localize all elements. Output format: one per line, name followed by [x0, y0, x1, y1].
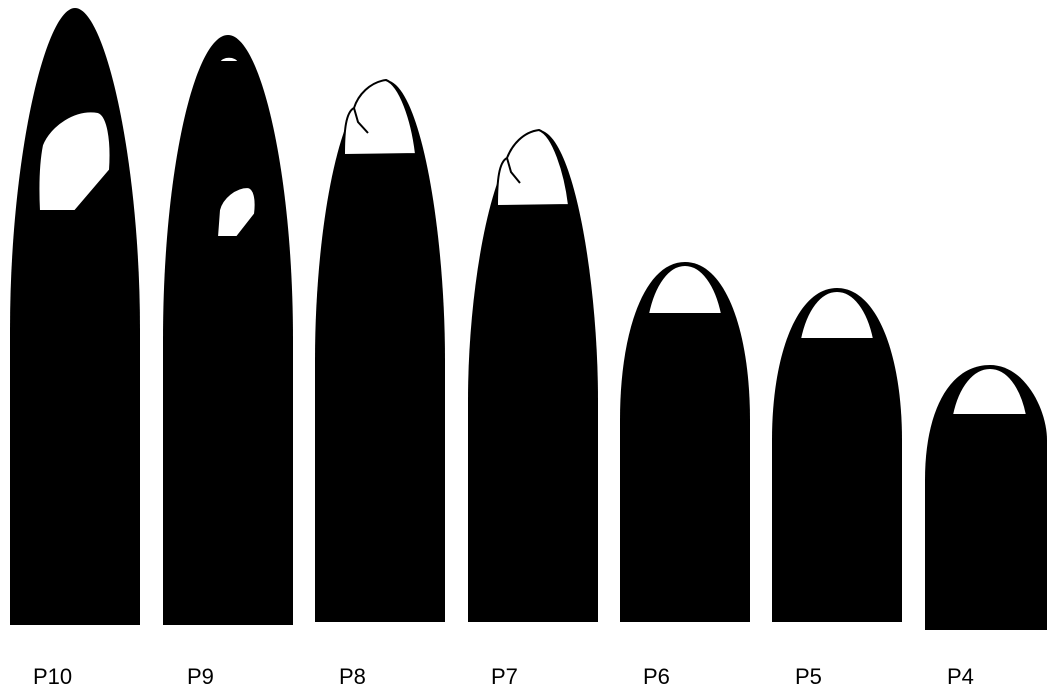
label: P6 — [643, 664, 670, 688]
shape-p9 — [163, 35, 293, 625]
shape-p10 — [10, 8, 140, 625]
label: P10 — [33, 664, 72, 688]
diagram: P10 P9 P8 P7 P6 P5 P4 — [0, 0, 1047, 688]
label: P8 — [339, 664, 366, 688]
label: P5 — [795, 664, 822, 688]
shape-p5 — [772, 288, 902, 622]
label: P7 — [491, 664, 518, 688]
label: P4 — [947, 664, 974, 688]
shape-p8 — [315, 80, 445, 622]
shape-p7 — [468, 130, 598, 622]
label: P9 — [187, 664, 214, 688]
shape-p4 — [925, 365, 1047, 630]
page: P10 P9 P8 P7 P6 P5 P4 (() => { const dat… — [0, 0, 1047, 688]
shape-p6 — [620, 262, 750, 622]
